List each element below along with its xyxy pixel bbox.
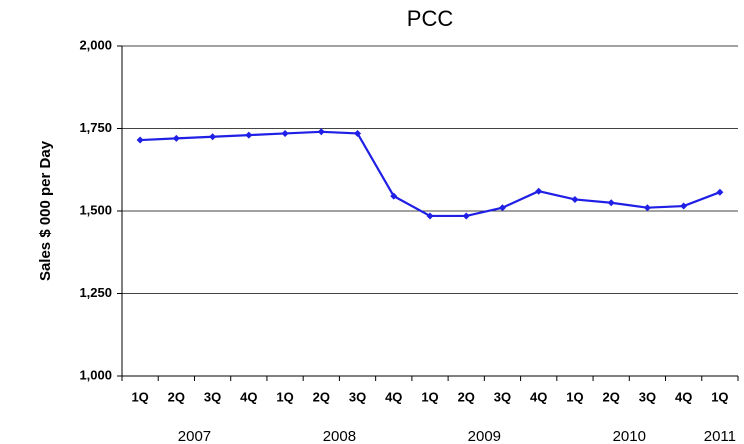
y-tick-label: 2,000: [79, 37, 112, 52]
line: [140, 130, 721, 218]
x-tick-label: 2Q: [168, 389, 185, 404]
marker: [535, 187, 543, 195]
x-tick-label: 4Q: [240, 389, 257, 404]
x-tick-label: 3Q: [204, 389, 221, 404]
x-tick-label: 4Q: [675, 389, 692, 404]
marker: [498, 204, 506, 212]
marker: [390, 192, 398, 200]
x-group-label: 2007: [178, 428, 211, 444]
y-tick-label: 1,000: [79, 367, 112, 382]
marker: [571, 195, 579, 203]
marker: [245, 131, 253, 139]
x-tick-label: 3Q: [494, 389, 511, 404]
marker: [643, 204, 651, 212]
x-group-label: 2010: [613, 428, 646, 444]
x-tick-label: 1Q: [131, 389, 148, 404]
chart-title: PCC: [407, 6, 454, 31]
x-tick-label: 3Q: [349, 389, 366, 404]
x-tick-label: 1Q: [566, 389, 583, 404]
marker: [426, 212, 434, 220]
x-tick-label: 3Q: [639, 389, 656, 404]
x-tick-label: 2Q: [313, 389, 330, 404]
y-tick-label: 1,250: [79, 285, 112, 300]
y-axis-label: Sales $ 000 per Day: [37, 140, 54, 281]
x-group-label: 2008: [323, 428, 356, 444]
x-tick-label: 2Q: [458, 389, 475, 404]
x-tick-label: 4Q: [530, 389, 547, 404]
marker: [462, 212, 470, 220]
y-tick-label: 1,500: [79, 202, 112, 217]
marker: [281, 129, 289, 137]
x-group-label: 2009: [468, 428, 501, 444]
x-tick-label: 1Q: [276, 389, 293, 404]
marker: [716, 188, 724, 196]
marker: [354, 129, 362, 137]
marker: [317, 128, 325, 136]
x-tick-label: 1Q: [421, 389, 438, 404]
marker: [680, 202, 688, 210]
x-group-label: 2011: [704, 428, 736, 444]
marker: [136, 136, 144, 144]
x-tick-label: 2Q: [603, 389, 620, 404]
x-tick-label: 1Q: [711, 389, 728, 404]
x-tick-label: 4Q: [385, 389, 402, 404]
marker: [172, 134, 180, 142]
y-tick-label: 1,750: [79, 120, 112, 135]
marker: [209, 133, 217, 141]
marker: [607, 199, 615, 207]
